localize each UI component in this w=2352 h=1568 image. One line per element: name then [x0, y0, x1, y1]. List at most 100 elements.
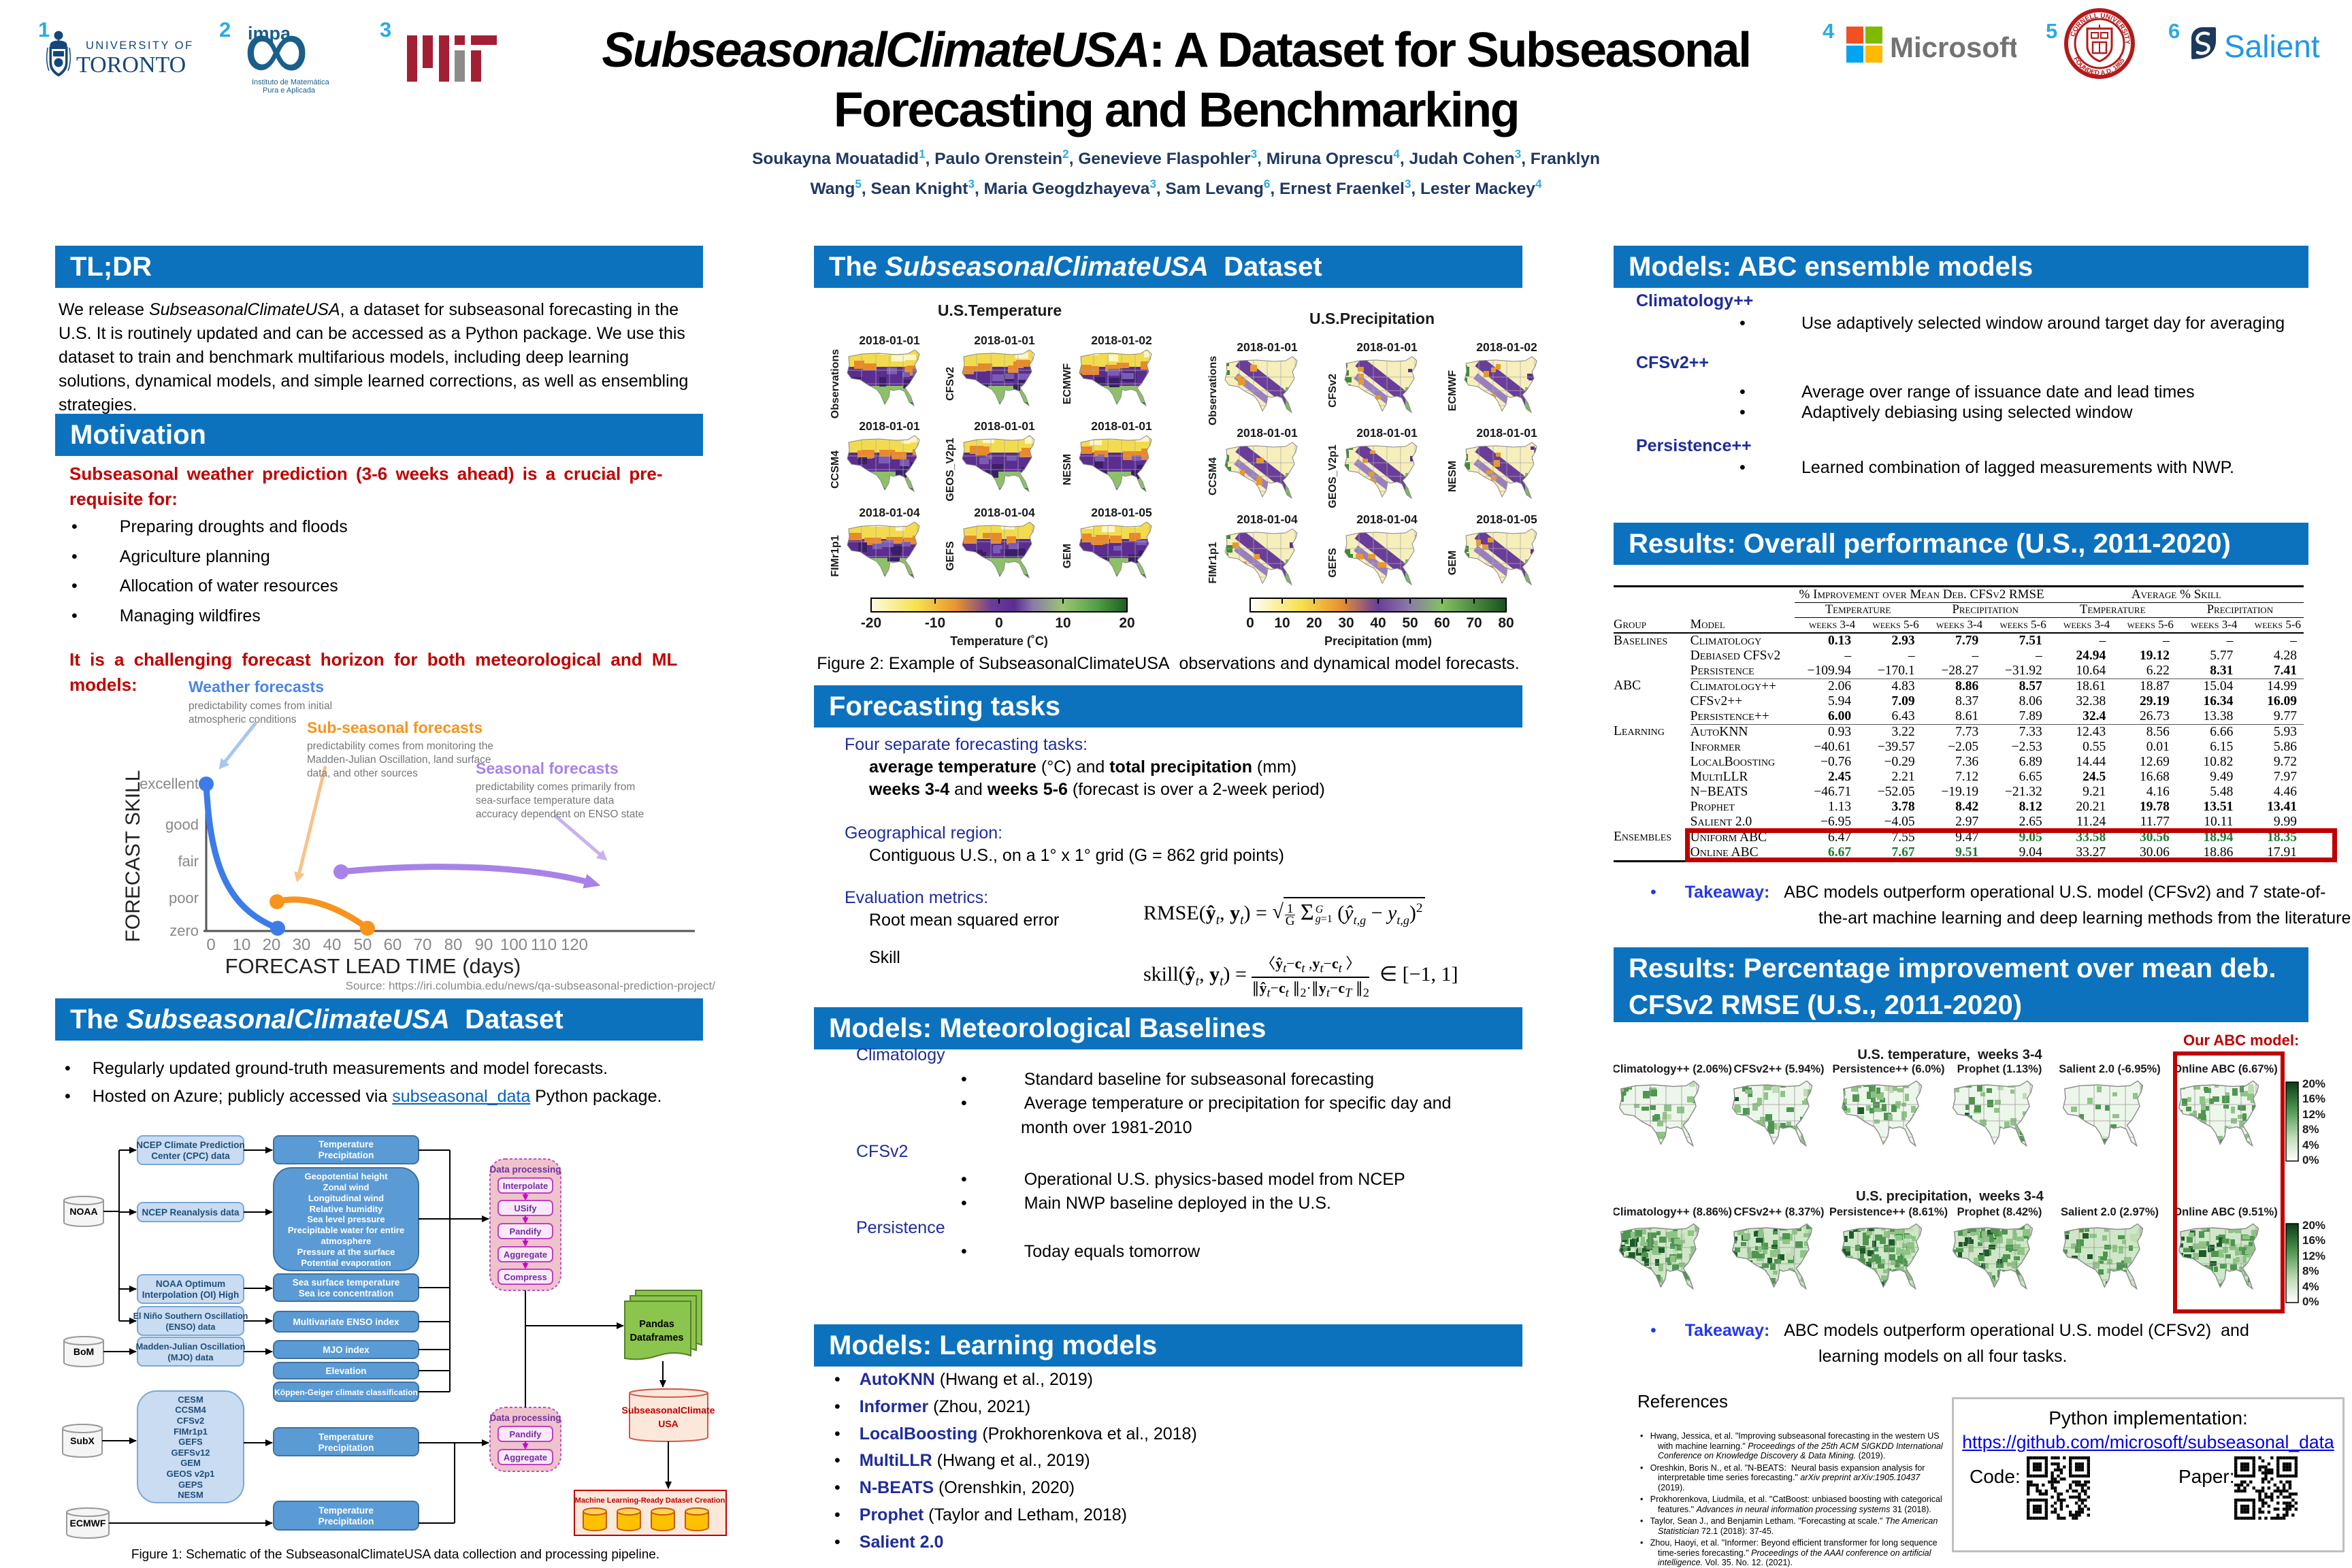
- svg-text:Prophet (8.42%): Prophet (8.42%): [1957, 1206, 2042, 1218]
- svg-text:2018-01-04: 2018-01-04: [1237, 512, 1298, 526]
- svg-text:2018-01-04: 2018-01-04: [974, 506, 1035, 519]
- svg-text:FIMr1p1: FIMr1p1: [830, 535, 841, 576]
- svg-text:NESM: NESM: [1062, 454, 1073, 485]
- svg-text:2018-01-04: 2018-01-04: [1356, 512, 1418, 526]
- svg-text:Observations: Observations: [830, 349, 841, 419]
- svg-text:NCEP Reanalysis data: NCEP Reanalysis data: [142, 1207, 240, 1218]
- svg-text:Compress: Compress: [504, 1272, 547, 1282]
- svg-text:GEM: GEM: [1062, 544, 1073, 568]
- svg-text:GEPS: GEPS: [178, 1480, 203, 1490]
- svg-text:120: 120: [561, 936, 588, 954]
- svg-text:12%: 12%: [2302, 1108, 2325, 1121]
- svg-text:Temperature: Temperature: [318, 1139, 374, 1149]
- svg-text:Machine Learning-Ready Dataset: Machine Learning-Ready Dataset Creation: [575, 1497, 725, 1505]
- svg-text:Potential evaporation: Potential evaporation: [301, 1258, 391, 1268]
- svg-text:Multivariate ENSO index: Multivariate ENSO index: [293, 1317, 399, 1327]
- svg-text:10: 10: [1055, 615, 1071, 631]
- svg-text:FIMr1p1: FIMr1p1: [1207, 542, 1219, 583]
- svg-text:Longitudinal wind: Longitudinal wind: [308, 1193, 384, 1203]
- svg-text:Instituto de Matemática: Instituto de Matemática: [252, 78, 330, 86]
- svg-text:Salient: Salient: [2224, 29, 2320, 64]
- svg-text:50: 50: [1402, 615, 1418, 631]
- svg-text:Persistence++ (8.61%): Persistence++ (8.61%): [1829, 1206, 1948, 1218]
- svg-text:Temperature (˚C): Temperature (˚C): [950, 634, 1048, 648]
- svg-text:Pressure at the surface: Pressure at the surface: [297, 1247, 395, 1257]
- svg-text:70: 70: [414, 936, 432, 954]
- svg-text:2018-01-01: 2018-01-01: [974, 419, 1035, 433]
- svg-text:FIMr1p1: FIMr1p1: [174, 1426, 208, 1437]
- svg-text:2018-01-02: 2018-01-02: [1091, 333, 1152, 347]
- svg-text:Seasonal forecasts: Seasonal forecasts: [476, 760, 619, 777]
- svg-text:excellent: excellent: [140, 775, 199, 792]
- svg-text:80: 80: [1498, 615, 1514, 631]
- svg-text:20: 20: [263, 936, 281, 954]
- svg-text:0%: 0%: [2302, 1295, 2319, 1308]
- svg-text:Precipitation: Precipitation: [318, 1516, 374, 1526]
- svg-text:Prophet (1.13%): Prophet (1.13%): [1957, 1063, 2042, 1075]
- svg-text:zero: zero: [169, 922, 199, 939]
- svg-text:20: 20: [1119, 615, 1134, 631]
- svg-text:Pandify: Pandify: [510, 1226, 542, 1237]
- svg-text:80: 80: [444, 936, 463, 954]
- svg-text:GEFSv12: GEFSv12: [171, 1448, 210, 1458]
- svg-text:Weather forecasts: Weather forecasts: [189, 678, 324, 696]
- svg-text:16%: 16%: [2302, 1234, 2325, 1247]
- svg-text:2018-01-01: 2018-01-01: [1237, 426, 1298, 440]
- svg-text:Relative humidity: Relative humidity: [310, 1204, 383, 1214]
- svg-text:Climatology++ (2.06%): Climatology++ (2.06%): [1614, 1063, 1732, 1075]
- svg-text:Zonal wind: Zonal wind: [323, 1182, 370, 1192]
- svg-text:2018-01-01: 2018-01-01: [1356, 426, 1418, 440]
- svg-text:Salient 2.0 (2.97%): Salient 2.0 (2.97%): [2061, 1206, 2159, 1218]
- svg-text:atmosphere: atmosphere: [321, 1236, 372, 1246]
- svg-text:Interpolate: Interpolate: [503, 1181, 548, 1191]
- svg-text:NESM: NESM: [1447, 461, 1458, 492]
- svg-text:Madden-Julian Oscillation, lan: Madden-Julian Oscillation, land surface: [307, 754, 491, 766]
- svg-text:FORECAST LEAD TIME (days): FORECAST LEAD TIME (days): [225, 954, 521, 978]
- svg-text:ECMWF: ECMWF: [70, 1518, 106, 1529]
- svg-text:2018-01-01: 2018-01-01: [1476, 426, 1537, 440]
- svg-text:10: 10: [1274, 615, 1290, 631]
- svg-text:2018-01-04: 2018-01-04: [859, 506, 920, 519]
- svg-text:GEFS: GEFS: [945, 541, 956, 571]
- svg-text:GEOS_V2p1: GEOS_V2p1: [945, 438, 956, 501]
- svg-text:Sea level pressure: Sea level pressure: [307, 1214, 385, 1224]
- svg-text:2018-01-05: 2018-01-05: [1476, 512, 1537, 526]
- svg-text:50: 50: [354, 936, 372, 954]
- svg-text:data, and other sources: data, and other sources: [307, 768, 418, 779]
- svg-text:NESM: NESM: [178, 1490, 203, 1500]
- svg-text:Temperature: Temperature: [318, 1432, 374, 1442]
- svg-text:20: 20: [1306, 615, 1322, 631]
- svg-text:30: 30: [293, 936, 311, 954]
- svg-text:-20: -20: [861, 615, 881, 631]
- svg-text:40: 40: [1370, 615, 1386, 631]
- svg-text:Elevation: Elevation: [325, 1366, 366, 1376]
- svg-text:Precipitation: Precipitation: [318, 1150, 374, 1160]
- svg-text:CFSv2: CFSv2: [1327, 374, 1339, 408]
- svg-text:Precipitation (mm): Precipitation (mm): [1324, 634, 1432, 648]
- svg-text:2018-01-01: 2018-01-01: [974, 333, 1035, 347]
- svg-text:CFSv2: CFSv2: [945, 367, 956, 401]
- svg-text:Microsoft: Microsoft: [1890, 31, 2016, 63]
- svg-text:Online ABC (6.67%): Online ABC (6.67%): [2173, 1063, 2277, 1075]
- svg-text:predictability comes primarily: predictability comes primarily from: [476, 781, 635, 793]
- svg-text:ECMWF: ECMWF: [1447, 370, 1458, 412]
- svg-text:CCSM4: CCSM4: [175, 1405, 206, 1415]
- svg-text:20%: 20%: [2302, 1077, 2325, 1090]
- svg-text:sea-surface temperature data: sea-surface temperature data: [476, 795, 615, 806]
- svg-text:Data processing: Data processing: [489, 1413, 561, 1423]
- svg-text:CFSv2++ (5.94%): CFSv2++ (5.94%): [1734, 1063, 1825, 1075]
- svg-text:Madden-Julian Oscillation: Madden-Julian Oscillation: [135, 1341, 245, 1352]
- svg-text:TORONTO: TORONTO: [76, 52, 186, 78]
- svg-text:0%: 0%: [2302, 1154, 2319, 1166]
- svg-text:UNIVERSITY OF: UNIVERSITY OF: [86, 39, 194, 52]
- svg-text:CFSv2++ (8.37%): CFSv2++ (8.37%): [1734, 1206, 1825, 1218]
- svg-text:accuracy dependent on ENSO sta: accuracy dependent on ENSO state: [476, 808, 644, 820]
- svg-text:Climatology++ (8.86%): Climatology++ (8.86%): [1614, 1206, 1732, 1218]
- svg-text:Aggregate: Aggregate: [504, 1452, 547, 1463]
- svg-text:2018-01-01: 2018-01-01: [1091, 419, 1152, 433]
- svg-text:BoM: BoM: [74, 1346, 94, 1357]
- svg-text:100: 100: [500, 936, 527, 954]
- svg-text:poor: poor: [169, 889, 199, 906]
- svg-text:(MJO) data: (MJO) data: [167, 1352, 214, 1362]
- svg-text:2018-01-02: 2018-01-02: [1476, 340, 1537, 354]
